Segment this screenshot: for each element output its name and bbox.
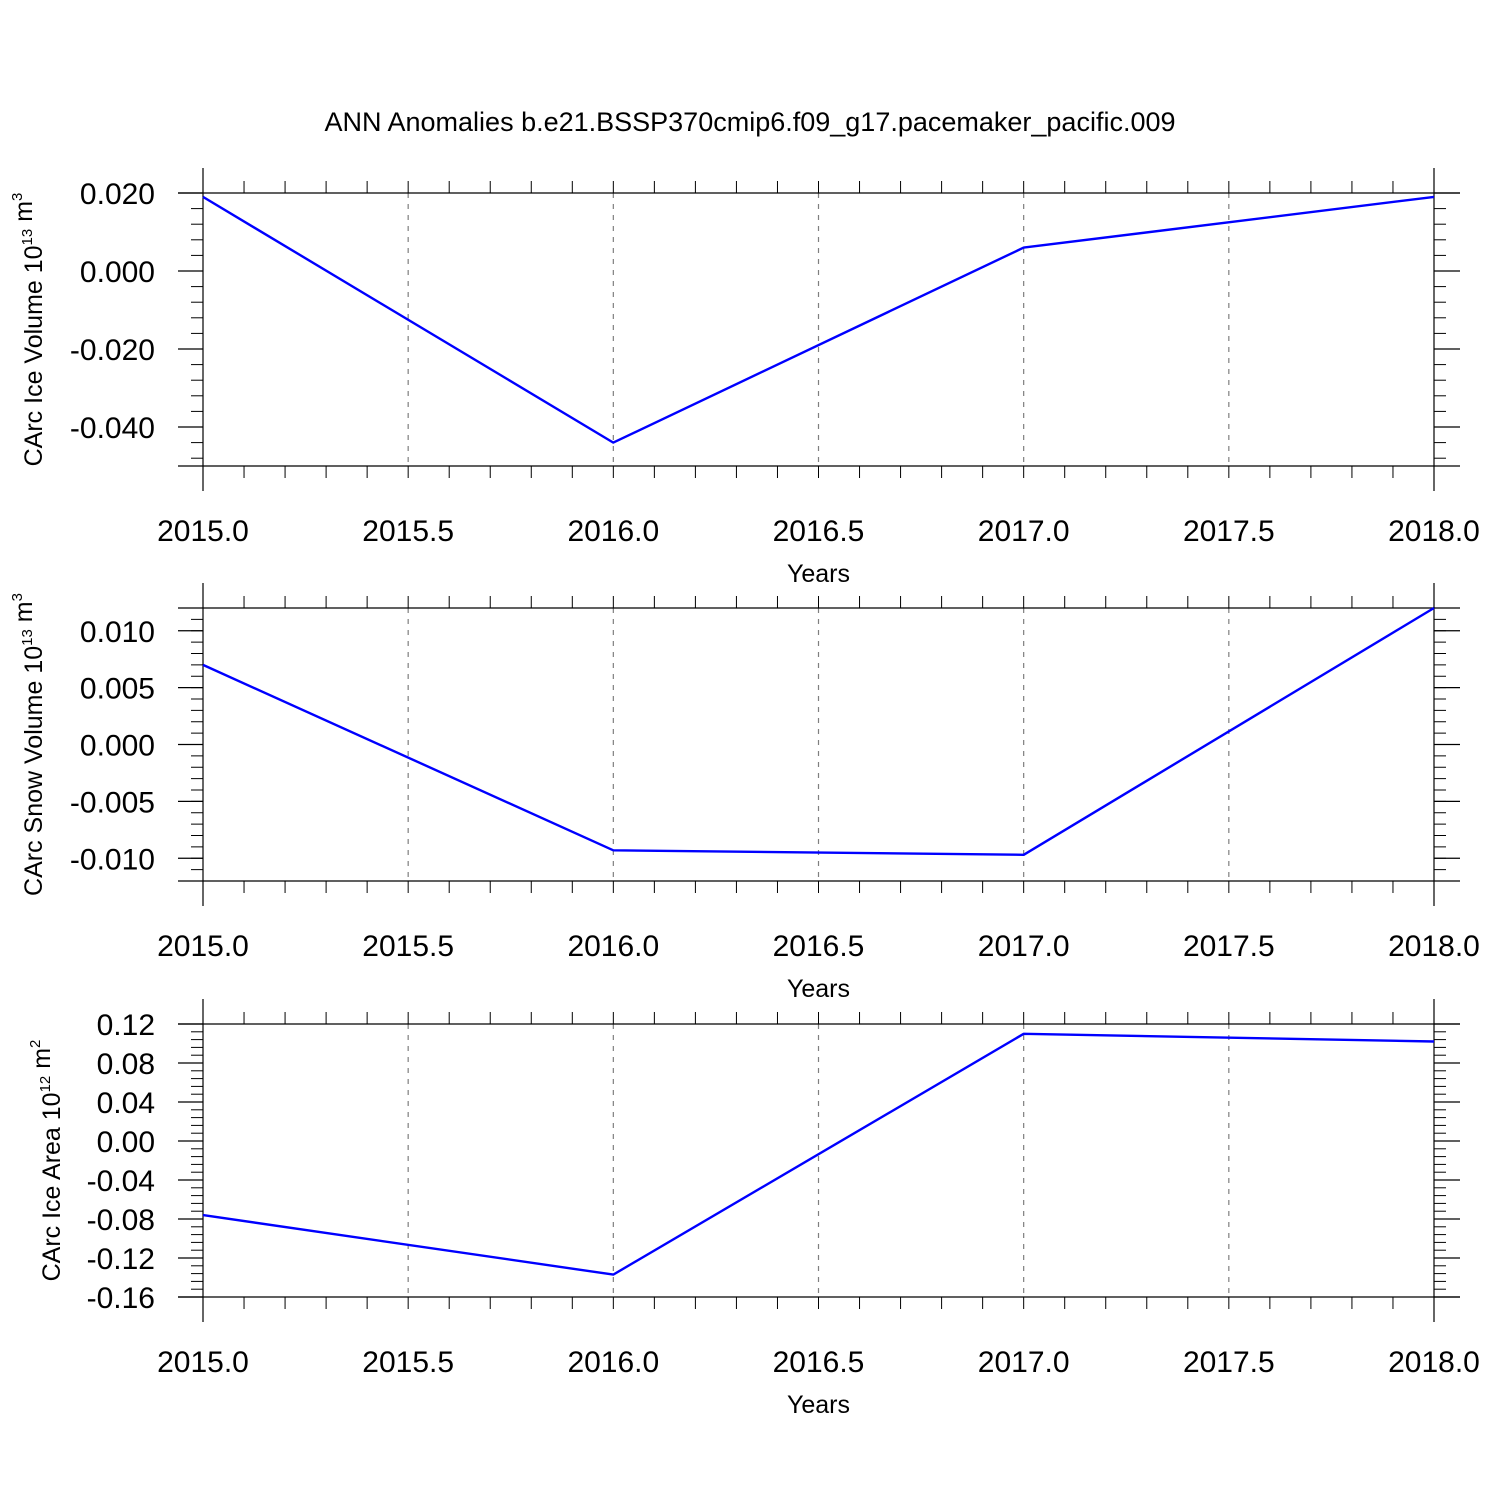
x-axis-label: Years — [787, 560, 850, 588]
x-tick-label: 2016.5 — [773, 515, 865, 548]
panel-1: -0.040 -0.020 0.000 0.020 2015.0 2015.5 2016.0… — [9, 168, 1480, 588]
x-tick-label: 2016.5 — [773, 930, 865, 963]
x-tick-label: 2015.5 — [362, 515, 454, 548]
x-axis-label: Years — [787, 1391, 850, 1419]
y-tick-label: -0.040 — [70, 412, 155, 445]
series-line — [202, 1032, 1435, 1276]
y-axis-label: CArc Ice Area 1012 m2 — [27, 1040, 66, 1282]
y-tick-label: -0.12 — [87, 1243, 155, 1276]
y-axis-label: CArc Snow Volume 1013 m3 — [9, 593, 48, 896]
x-tick-label: 2018.0 — [1388, 515, 1480, 548]
x-tick-label: 2017.5 — [1183, 930, 1275, 963]
x-tick-label: 2018.0 — [1388, 930, 1480, 963]
x-tick-label: 2015.5 — [362, 1346, 454, 1379]
x-tick-label: 2015.0 — [157, 930, 249, 963]
figure-title: ANN Anomalies b.e21.BSSP370cmip6.f09_g17… — [324, 107, 1175, 137]
y-tick-label: 0.020 — [80, 178, 155, 211]
x-tick-label: 2015.5 — [362, 930, 454, 963]
y-tick-label: 0.04 — [97, 1087, 155, 1120]
x-tick-label: 2016.0 — [567, 1346, 659, 1379]
x-axis-label: Years — [787, 975, 850, 1003]
x-tick-label: 2017.5 — [1183, 1346, 1275, 1379]
y-tick-label: 0.12 — [97, 1009, 155, 1042]
series-line — [202, 195, 1435, 444]
x-tick-label: 2015.0 — [157, 515, 249, 548]
y-axis-label-part: CArc Ice Volume 10 — [20, 245, 48, 466]
x-tick-label: 2017.0 — [978, 515, 1070, 548]
y-axis-label: CArc Ice Volume 1013 m3 — [9, 193, 48, 467]
y-tick-label: -0.08 — [87, 1204, 155, 1237]
y-axis-label-superscript: 3 — [9, 593, 26, 601]
y-axis-label-superscript: 13 — [19, 229, 36, 246]
x-tick-label: 2018.0 — [1388, 1346, 1480, 1379]
x-tick-label: 2016.0 — [567, 515, 659, 548]
series-line — [202, 606, 1435, 856]
y-axis-label-part: CArc Snow Volume 10 — [20, 646, 48, 896]
y-tick-label: 0.010 — [80, 616, 155, 649]
y-axis-label-part: m — [10, 601, 38, 629]
x-tick-label: 2017.5 — [1183, 515, 1275, 548]
y-axis-label-part: CArc Ice Area 10 — [38, 1092, 66, 1281]
x-tick-label: 2017.0 — [978, 1346, 1070, 1379]
y-tick-label: 0.000 — [80, 730, 155, 763]
y-tick-label: -0.04 — [87, 1165, 155, 1198]
y-tick-label: -0.16 — [87, 1282, 155, 1315]
panel-3: -0.16 -0.12 -0.08 -0.04 0.00 0.04 0.08 0.12 2015… — [27, 999, 1480, 1419]
y-axis-label-part: m — [28, 1048, 56, 1076]
x-tick-label: 2017.0 — [978, 930, 1070, 963]
x-tick-label: 2016.5 — [773, 1346, 865, 1379]
x-tick-label: 2015.0 — [157, 1346, 249, 1379]
x-tick-label: 2016.0 — [567, 930, 659, 963]
y-axis-label-superscript: 13 — [19, 629, 36, 646]
y-tick-label: -0.020 — [70, 334, 155, 367]
y-axis-label-superscript: 3 — [9, 193, 26, 201]
panel-2: -0.010 -0.005 0.000 0.005 0.010 2015.0 2015.5 2… — [9, 583, 1480, 1003]
y-tick-label: 0.005 — [80, 673, 155, 706]
y-axis-label-part: m — [10, 201, 38, 229]
y-tick-label: 0.08 — [97, 1048, 155, 1081]
y-tick-label: 0.00 — [97, 1126, 155, 1159]
y-axis-label-superscript: 2 — [27, 1040, 44, 1048]
y-tick-label: -0.010 — [70, 843, 155, 876]
y-axis-label-superscript: 12 — [37, 1076, 54, 1093]
y-tick-label: -0.005 — [70, 786, 155, 819]
y-tick-label: 0.000 — [80, 256, 155, 289]
